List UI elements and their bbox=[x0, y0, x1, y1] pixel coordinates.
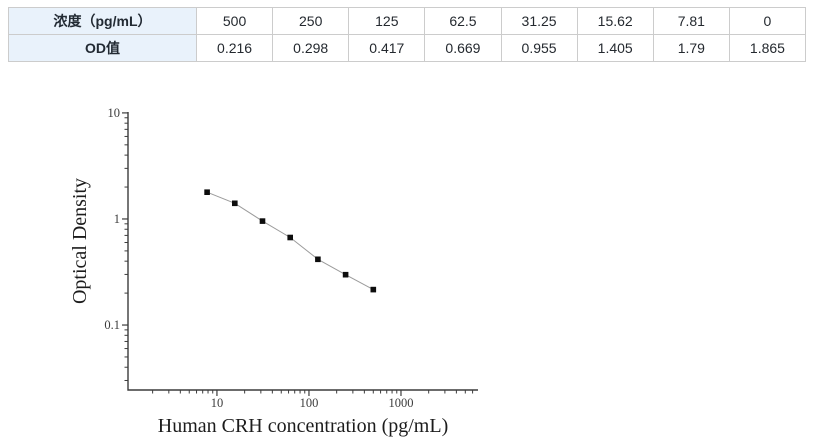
od-row-header: OD值 bbox=[8, 34, 197, 62]
table-cell: 0.298 bbox=[272, 34, 350, 62]
plot-ticks bbox=[122, 112, 474, 396]
x-axis-label: Human CRH concentration (pg/mL) bbox=[158, 415, 449, 437]
data-point-marker bbox=[259, 218, 266, 224]
table-cell: 500 bbox=[195, 7, 274, 35]
table-cell: 1.865 bbox=[728, 34, 807, 62]
data-point-marker bbox=[287, 234, 293, 241]
plot-tick-labels: 10 100 1000 10 1 0.1 bbox=[104, 106, 413, 410]
table-row: 浓度（pg/mL） 500 250 125 62.5 31.25 15.62 7… bbox=[8, 7, 807, 35]
x-tick-label: 100 bbox=[300, 396, 319, 410]
table-cell: 0.669 bbox=[424, 34, 502, 62]
table-cell: 62.5 bbox=[424, 7, 502, 35]
data-point-marker bbox=[315, 256, 321, 263]
table-cell: 15.62 bbox=[576, 7, 654, 35]
y-tick-label: 10 bbox=[108, 106, 121, 120]
standards-table: 浓度（pg/mL） 500 250 125 62.5 31.25 15.62 7… bbox=[8, 7, 807, 62]
data-point-marker bbox=[370, 286, 377, 293]
y-tick-label: 1 bbox=[114, 212, 120, 226]
curve-series bbox=[204, 189, 377, 293]
y-tick-label: 0.1 bbox=[104, 318, 120, 332]
table-row: OD值 0.216 0.298 0.417 0.669 0.955 1.405 … bbox=[8, 34, 807, 62]
table-cell: 0 bbox=[728, 7, 807, 35]
data-point-marker bbox=[342, 271, 349, 278]
table-cell: 0.417 bbox=[348, 34, 426, 62]
table-cell: 1.405 bbox=[576, 34, 654, 62]
x-tick-label: 1000 bbox=[388, 396, 413, 410]
data-point-marker bbox=[204, 189, 210, 195]
data-point-marker bbox=[232, 200, 238, 207]
table-cell: 1.79 bbox=[652, 34, 730, 62]
table-cell: 250 bbox=[272, 7, 350, 35]
table-cell: 0.216 bbox=[195, 34, 274, 62]
table-cell: 31.25 bbox=[500, 7, 578, 35]
x-tick-label: 10 bbox=[211, 396, 224, 410]
table-cell: 0.955 bbox=[500, 34, 578, 62]
plot-axes bbox=[127, 112, 478, 391]
y-axis-label: Optical Density bbox=[69, 178, 91, 304]
concentration-row-header: 浓度（pg/mL） bbox=[8, 7, 197, 35]
